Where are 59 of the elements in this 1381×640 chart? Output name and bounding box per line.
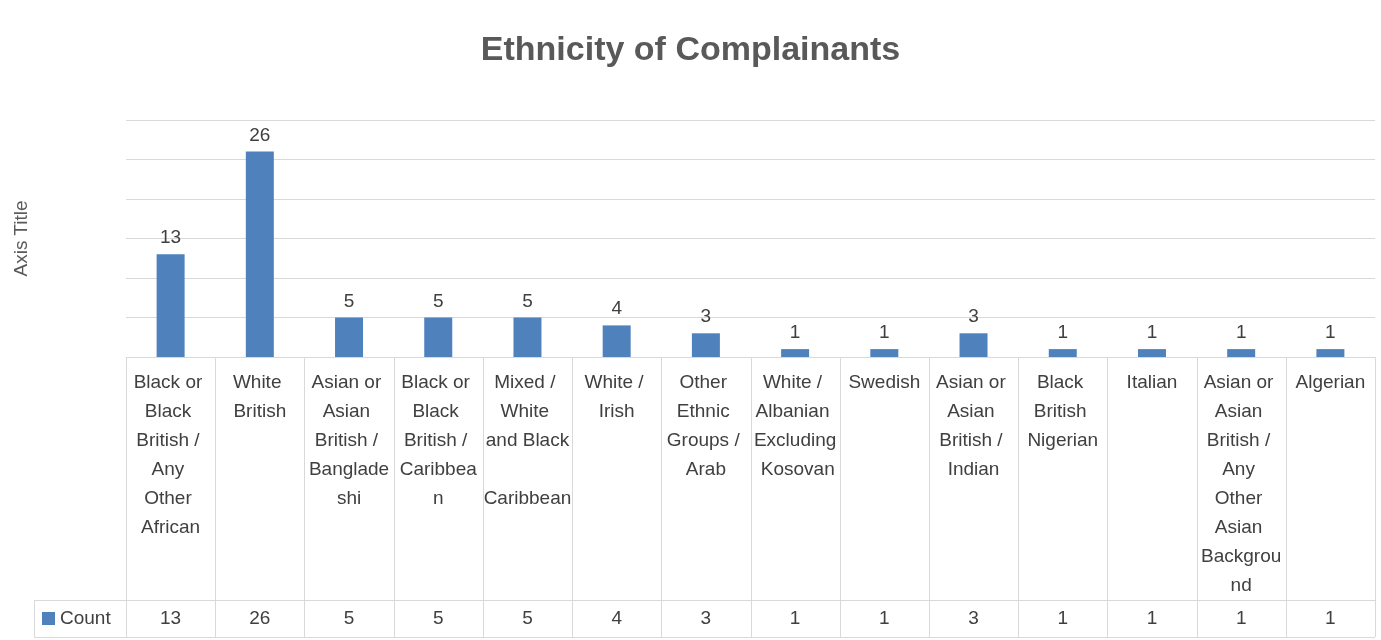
x-tick-label: Italian bbox=[1126, 371, 1178, 392]
x-tick-label: Asian or Asian British / Indian bbox=[936, 371, 1012, 479]
data-label: 26 bbox=[248, 606, 272, 630]
bar bbox=[513, 317, 542, 357]
data-label: 5 bbox=[521, 606, 534, 630]
text: 3 bbox=[968, 305, 979, 327]
text: 5 bbox=[343, 289, 355, 311]
bar bbox=[335, 317, 364, 357]
x-tick-label: Black or Black British / Caribbean bbox=[399, 371, 478, 508]
text: 1 bbox=[879, 321, 890, 343]
text: 1 bbox=[1057, 321, 1069, 343]
bar bbox=[1137, 349, 1166, 357]
data-label: 13 bbox=[159, 606, 183, 630]
y-axis-title: Axis Title bbox=[10, 200, 31, 277]
data-label: 1 bbox=[788, 606, 802, 630]
data-label: 1 bbox=[1056, 606, 1070, 630]
text: 26 bbox=[249, 123, 271, 145]
x-tick-label: White British bbox=[232, 371, 287, 421]
text: 1 bbox=[1235, 321, 1247, 343]
x-tick-label: White / Albanian Excluding Kosovan bbox=[753, 371, 837, 479]
x-tick-label: Asian or Asian British / Any Other Asian Background bbox=[1201, 371, 1282, 595]
x-tick-label: Black British Nigerian bbox=[1027, 371, 1099, 450]
bar bbox=[245, 151, 274, 357]
bar bbox=[781, 349, 810, 357]
data-label: 3 bbox=[699, 606, 713, 630]
bar bbox=[1048, 349, 1077, 357]
text: 5 bbox=[522, 289, 533, 311]
text: 13 bbox=[160, 226, 182, 248]
text: 5 bbox=[432, 289, 444, 311]
chart-title: Ethnicity of Complainants bbox=[480, 29, 901, 67]
x-tick-label: Asian or Asian British / Bangladeshi bbox=[308, 371, 390, 508]
data-label: 3 bbox=[967, 606, 980, 630]
bar bbox=[424, 317, 453, 357]
bar bbox=[1227, 349, 1256, 357]
data-label: 5 bbox=[431, 606, 445, 630]
text: 4 bbox=[611, 297, 622, 319]
category-label: Mixed / White and Black Caribbean bbox=[483, 371, 572, 508]
data-label: 1 bbox=[1234, 606, 1248, 630]
bar bbox=[602, 325, 631, 357]
x-tick-label: Other Ethnic Groups / Arab bbox=[666, 371, 745, 479]
x-tick-label: Black or Black British / Any Other African bbox=[133, 371, 208, 537]
x-tick-label: Algerian bbox=[1295, 371, 1366, 392]
bar bbox=[870, 349, 899, 357]
data-label: 1 bbox=[1145, 606, 1159, 630]
bar bbox=[156, 254, 185, 357]
text: 1 bbox=[789, 321, 801, 343]
x-tick-label: Swedish bbox=[848, 371, 921, 392]
data-label: 1 bbox=[1324, 606, 1337, 630]
text: 3 bbox=[700, 305, 712, 327]
data-label: 1 bbox=[878, 606, 891, 630]
text: 1 bbox=[1146, 321, 1158, 343]
data-label: 4 bbox=[610, 606, 623, 630]
bar bbox=[691, 333, 720, 357]
bar bbox=[959, 333, 988, 357]
legend-label: Count bbox=[60, 606, 112, 630]
x-tick-label: White / Irish bbox=[584, 371, 649, 421]
text: 1 bbox=[1325, 321, 1336, 343]
data-label: 5 bbox=[342, 606, 356, 630]
bar bbox=[1316, 349, 1345, 357]
